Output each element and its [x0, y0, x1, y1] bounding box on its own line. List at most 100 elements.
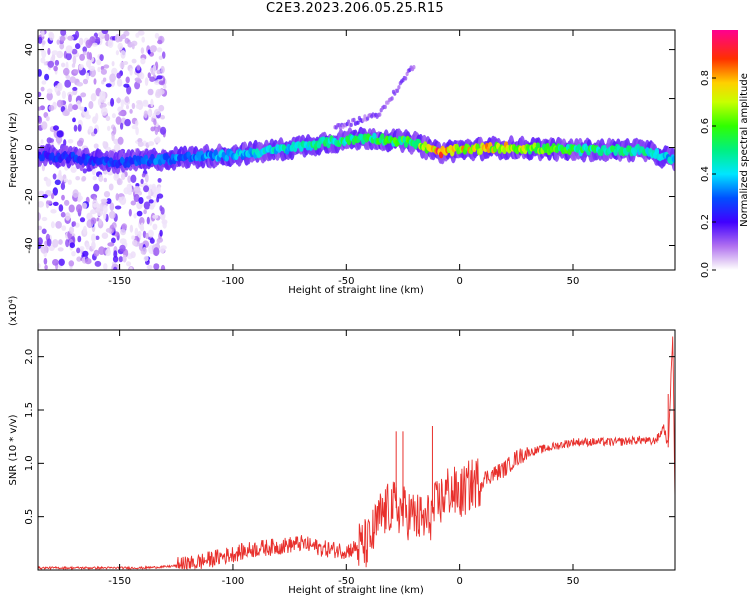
noise-speck	[115, 193, 119, 201]
noise-speck	[111, 237, 116, 244]
noise-speck	[63, 199, 70, 206]
noise-speck	[138, 197, 144, 204]
spectrogram-panel: -150 -100 -50 0 50 -40 -20 0 20 40 Height of str…	[8, 29, 676, 296]
noise-speck	[43, 257, 48, 265]
noise-speck	[40, 139, 44, 144]
noise-speck	[105, 228, 112, 233]
noise-speck	[133, 193, 140, 203]
noise-speck	[58, 239, 63, 245]
noise-speck	[85, 242, 90, 250]
noise-speck	[102, 204, 108, 214]
x-tick-label: -50	[338, 576, 354, 587]
noise-speck	[90, 209, 96, 215]
noise-speck	[63, 67, 70, 76]
noise-speck	[74, 30, 80, 39]
noise-speck	[86, 72, 90, 81]
noise-speck	[65, 52, 72, 61]
noise-speck	[142, 101, 149, 107]
noise-speck	[54, 59, 60, 66]
noise-speck	[141, 173, 146, 178]
noise-speck	[107, 242, 115, 247]
snr-frame	[37, 329, 676, 571]
noise-speck	[48, 105, 55, 111]
noise-speck	[125, 76, 130, 84]
noise-speck	[152, 223, 158, 230]
noise-speck	[137, 141, 144, 147]
noise-speck	[60, 30, 67, 36]
colorbar-ticks: 0.0 0.2 0.4 0.6 0.8	[700, 70, 716, 278]
noise-speck	[136, 100, 143, 105]
band-point	[654, 148, 660, 155]
noise-speck	[137, 30, 145, 36]
snr-x-label: Height of straight line (km)	[288, 585, 424, 596]
noise-speck	[59, 42, 65, 50]
x-tick-label: -100	[222, 576, 245, 587]
noise-speck	[129, 266, 133, 270]
noise-speck	[115, 116, 122, 125]
noise-speck	[76, 247, 81, 254]
noise-speck	[41, 80, 47, 85]
noise-speck	[40, 57, 46, 64]
noise-speck	[140, 47, 145, 54]
noise-speck	[114, 205, 122, 210]
noise-speck	[58, 258, 65, 266]
noise-speck	[88, 101, 94, 109]
noise-speck	[129, 109, 133, 114]
noise-speck	[56, 39, 60, 45]
noise-speck	[90, 93, 97, 102]
noise-speck	[93, 143, 99, 149]
noise-speck	[52, 173, 57, 180]
snr-line	[38, 336, 675, 570]
noise-speck	[143, 255, 149, 262]
noise-speck	[67, 103, 74, 112]
branch-point	[404, 76, 408, 81]
noise-speck	[131, 102, 136, 110]
noise-speck	[105, 115, 111, 122]
noise-speck	[60, 211, 66, 218]
noise-speck	[38, 237, 43, 246]
noise-speck	[121, 223, 128, 230]
noise-speck	[120, 50, 126, 59]
noise-speck	[60, 182, 66, 190]
noise-speck	[158, 80, 165, 86]
noise-speck	[52, 187, 58, 196]
x-tick-label: -150	[108, 276, 131, 287]
noise-speck	[77, 124, 82, 132]
noise-speck	[55, 221, 62, 229]
noise-speck	[57, 247, 64, 252]
band-point	[213, 149, 218, 157]
noise-speck	[85, 114, 91, 120]
noise-speck	[76, 256, 82, 262]
noise-speck	[97, 98, 102, 106]
noise-speck	[50, 221, 55, 229]
noise-speck	[38, 212, 41, 221]
noise-speck	[82, 250, 89, 257]
noise-speck	[76, 82, 84, 87]
noise-speck	[159, 245, 165, 254]
noise-speck	[65, 212, 71, 221]
noise-speck	[145, 232, 149, 240]
noise-speck	[97, 66, 101, 73]
noise-speck	[157, 178, 162, 183]
x-tick-label: 50	[567, 576, 580, 587]
noise-speck	[127, 175, 132, 183]
noise-speck	[100, 103, 107, 108]
noise-speck	[140, 222, 144, 231]
noise-speck	[58, 169, 62, 177]
noise-speck	[156, 193, 164, 199]
noise-speck	[102, 77, 107, 82]
noise-speck	[69, 76, 76, 83]
colorbar-tick-label: 0.2	[700, 214, 711, 230]
noise-speck	[82, 51, 87, 56]
noise-speck	[137, 230, 142, 238]
noise-speck	[156, 69, 161, 75]
noise-speck	[111, 132, 115, 142]
noise-speck	[152, 64, 157, 74]
noise-speck	[100, 68, 107, 75]
noise-speck	[61, 194, 65, 201]
branch-point	[378, 112, 382, 117]
spectrogram-x-label: Height of straight line (km)	[288, 285, 424, 296]
branch-point	[356, 120, 360, 125]
noise-speck	[143, 209, 147, 215]
